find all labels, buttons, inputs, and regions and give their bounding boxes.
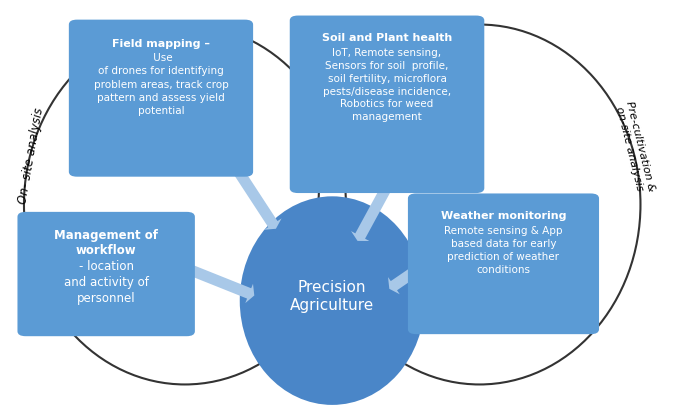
FancyBboxPatch shape [68, 20, 253, 177]
Text: IoT, Remote sensing,
Sensors for soil  profile,
soil fertility, microflora
pests: IoT, Remote sensing, Sensors for soil pr… [323, 48, 451, 122]
FancyBboxPatch shape [18, 212, 195, 336]
Text: Weather monitoring: Weather monitoring [440, 211, 566, 220]
Text: Soil and Plant health: Soil and Plant health [322, 33, 452, 43]
Text: Field mapping –: Field mapping – [112, 39, 210, 49]
Text: Management of
workflow: Management of workflow [54, 229, 158, 257]
FancyBboxPatch shape [290, 16, 484, 193]
Text: On- site analysis: On- site analysis [16, 106, 46, 204]
Text: Use
of drones for identifying
problem areas, track crop
pattern and assess yield: Use of drones for identifying problem ar… [94, 53, 228, 116]
Text: Pre-cultivation &
on-site analysis: Pre-cultivation & on-site analysis [613, 99, 657, 195]
FancyBboxPatch shape [408, 193, 599, 334]
Text: - location
and activity of
personnel: - location and activity of personnel [64, 260, 149, 305]
Text: Precision
Agriculture: Precision Agriculture [290, 280, 374, 313]
Text: Remote sensing & App
based data for early
prediction of weather
conditions: Remote sensing & App based data for earl… [445, 226, 562, 274]
Ellipse shape [240, 196, 425, 405]
